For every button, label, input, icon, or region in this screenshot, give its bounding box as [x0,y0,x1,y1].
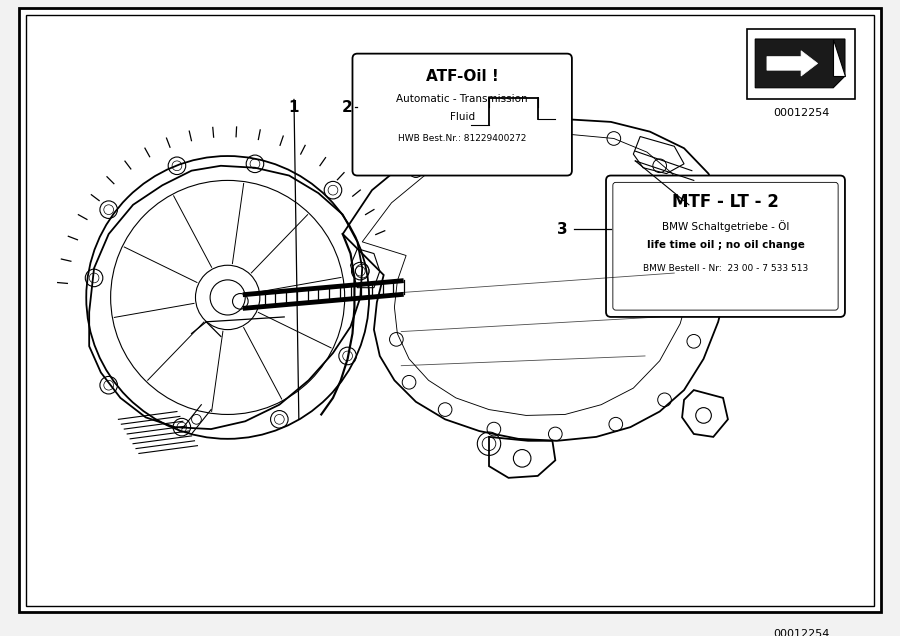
Text: life time oil ; no oil change: life time oil ; no oil change [646,240,805,250]
FancyBboxPatch shape [606,176,845,317]
Text: 00012254: 00012254 [773,108,829,118]
FancyBboxPatch shape [353,53,572,176]
Text: Fluid: Fluid [450,112,475,122]
Text: BMW Schaltgetriebe - Öl: BMW Schaltgetriebe - Öl [662,220,789,232]
Bar [747,29,855,99]
Polygon shape [755,39,845,88]
Text: 2: 2 [342,100,353,114]
Text: MTF - LT - 2: MTF - LT - 2 [672,193,778,211]
Text: Automatic - Transmission: Automatic - Transmission [396,95,528,104]
Text: HWB Best.Nr.: 81229400272: HWB Best.Nr.: 81229400272 [398,134,526,143]
FancyBboxPatch shape [613,183,838,310]
Polygon shape [833,39,845,76]
Text: 3: 3 [557,222,568,237]
Text: BMW Bestell - Nr:  23 00 - 7 533 513: BMW Bestell - Nr: 23 00 - 7 533 513 [643,264,808,273]
Text: 00012254: 00012254 [773,629,829,636]
Text: 1: 1 [289,100,299,114]
Polygon shape [767,51,817,76]
Text: ATF-Oil !: ATF-Oil ! [426,69,499,83]
